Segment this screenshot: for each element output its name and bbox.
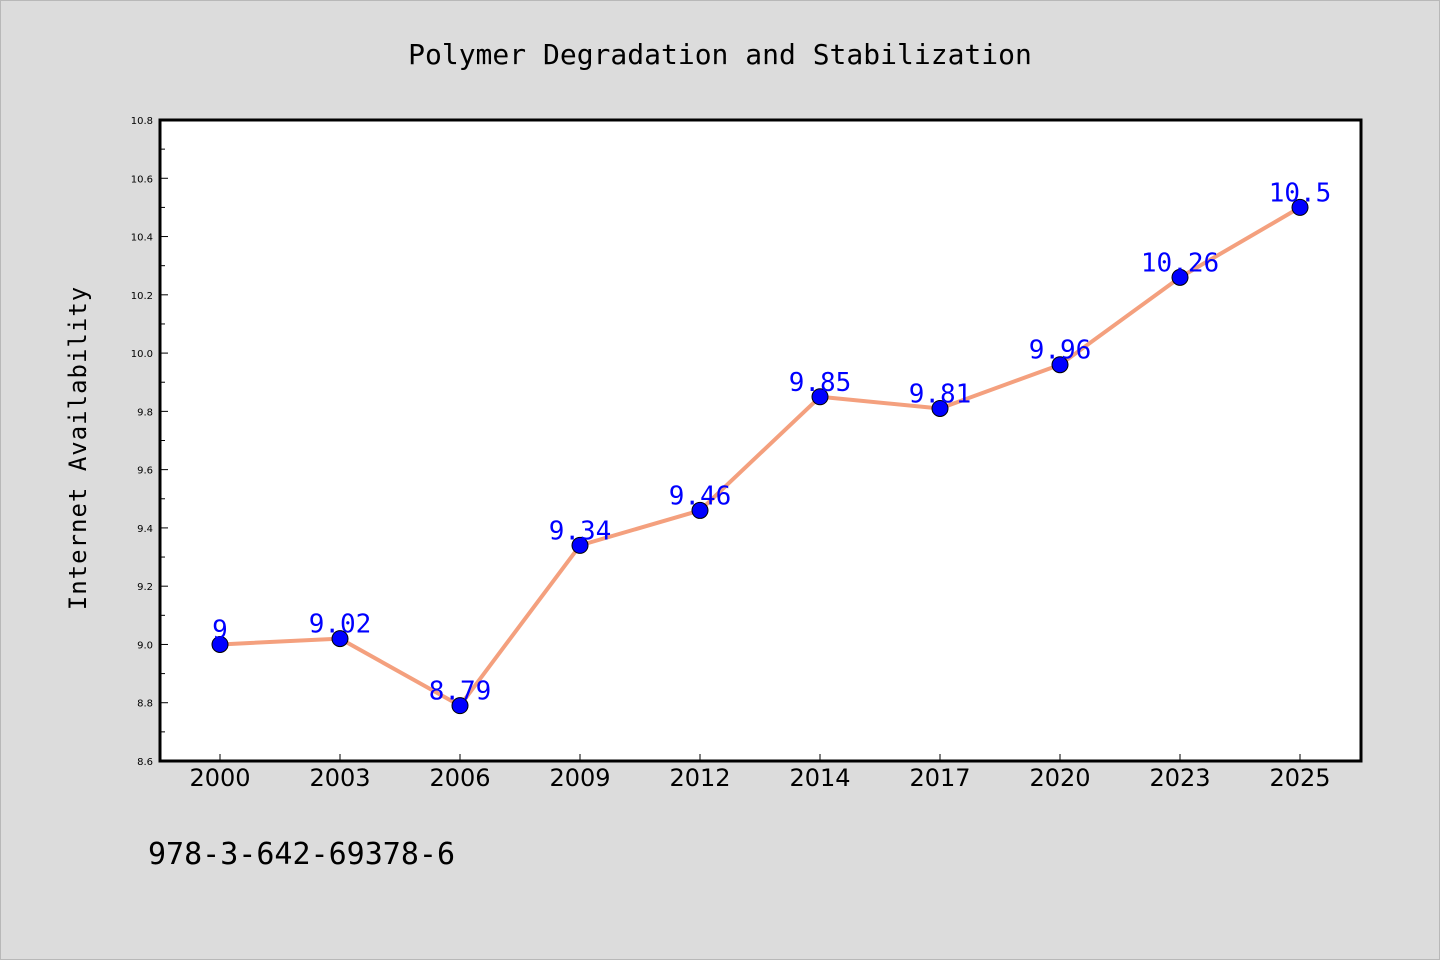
x-tick-label: 2006 <box>429 764 490 792</box>
data-label: 9.46 <box>669 481 732 511</box>
y-tick-label: 9.6 <box>137 466 153 477</box>
y-tick-label: 8.6 <box>137 757 153 768</box>
data-point <box>691 501 709 519</box>
data-point <box>451 697 469 715</box>
data-label: 9.85 <box>789 368 852 398</box>
data-point <box>331 630 349 648</box>
data-label: 9.34 <box>549 516 612 546</box>
series-line <box>218 205 1302 708</box>
x-tick-label: 2023 <box>1149 764 1210 792</box>
chart-title: Polymer Degradation and Stabilization <box>408 38 1032 71</box>
y-axis-label: Internet Availability <box>64 286 92 610</box>
y-axis-ticks: 8.6 8.8 9.0 9.2 9.4 9.6 9.8 10.0 10.2 10.4 10.6 10.… <box>131 116 168 768</box>
data-point <box>1051 356 1069 374</box>
y-tick-label: 8.8 <box>137 699 153 710</box>
y-tick-label: 10.0 <box>131 349 153 360</box>
x-tick-label: 2025 <box>1269 764 1330 792</box>
x-tick-label: 2012 <box>669 764 730 792</box>
plot-area <box>160 120 1361 761</box>
data-label: 10.5 <box>1269 178 1332 208</box>
y-tick-label: 9.8 <box>137 407 153 418</box>
x-tick-label: 2009 <box>549 764 610 792</box>
x-axis-ticks: 2000 2003 2006 2009 2012 2014 2017 2020 2023 2025 <box>189 754 1331 792</box>
data-label: 8.79 <box>429 677 492 707</box>
data-point <box>1171 268 1189 286</box>
y-tick-label: 9.4 <box>137 524 153 535</box>
data-point <box>1291 198 1309 216</box>
x-tick-label: 2017 <box>909 764 970 792</box>
data-point <box>211 635 229 653</box>
y-tick-label: 9.0 <box>137 640 153 651</box>
y-tick-label: 10.4 <box>131 233 153 244</box>
x-tick-label: 2003 <box>309 764 370 792</box>
y-tick-label: 10.6 <box>131 174 153 185</box>
x-tick-label: 2000 <box>189 764 250 792</box>
data-point <box>811 388 829 406</box>
data-label: 9.96 <box>1029 336 1092 366</box>
data-point <box>571 536 589 554</box>
plot-border <box>158 118 1363 763</box>
data-label: 9 <box>212 615 228 645</box>
data-label: 9.02 <box>309 610 372 640</box>
data-point <box>931 399 949 417</box>
isbn-text: 978-3-642-69378-6 <box>148 837 455 872</box>
series: 9 9.02 8.79 9.34 9.46 9.85 9.81 9.96 10.26 10.5 <box>211 178 1332 715</box>
x-tick-label: 2014 <box>789 764 850 792</box>
data-label: 9.81 <box>909 379 972 409</box>
y-tick-label: 10.2 <box>131 291 153 302</box>
y-tick-label: 10.8 <box>131 116 153 127</box>
data-label: 10.26 <box>1141 248 1219 278</box>
y-tick-label: 9.2 <box>137 582 153 593</box>
x-tick-label: 2020 <box>1029 764 1090 792</box>
